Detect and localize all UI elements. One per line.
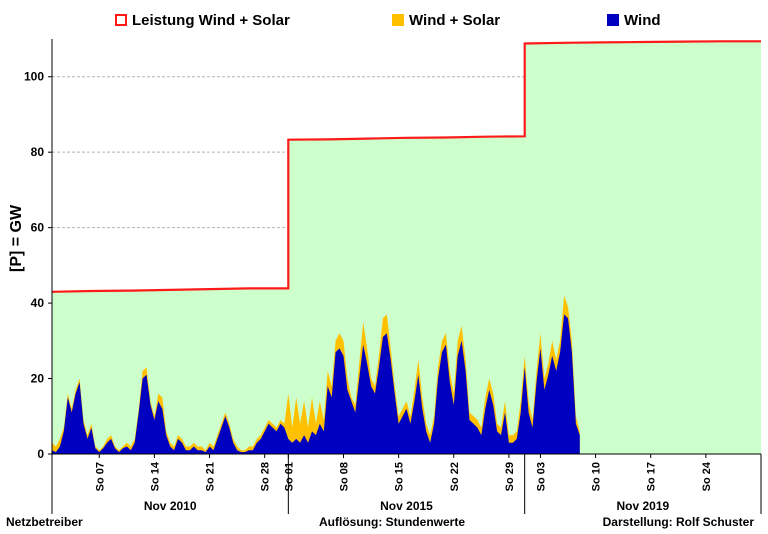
x-tick-labels: So 07 So 14 So 21 So 28 So 01 So 08 So 15 So 22… — [94, 461, 713, 491]
x-tick-label: So 22 — [449, 462, 461, 491]
series-wind-area — [52, 314, 580, 454]
legend-label-wind: Wind — [624, 11, 661, 29]
capacity-area — [52, 41, 761, 455]
y-axis-label: [P] = GW — [8, 204, 25, 272]
legend-label-wind-solar: Wind + Solar — [409, 11, 501, 29]
footer-resolution: Auflösung: Stundenwerte — [319, 515, 465, 529]
panel-labels: Nov 2010 Nov 2015 Nov 2019 — [144, 499, 670, 513]
x-tick-label: So 21 — [205, 462, 217, 491]
legend-swatch-wind — [607, 14, 619, 26]
x-tick-label: So 17 — [646, 462, 658, 491]
x-tick-label: So 03 — [535, 462, 547, 491]
panel-label: Nov 2015 — [380, 499, 433, 513]
legend-item-wind: Wind — [607, 9, 661, 31]
x-tick-label: So 14 — [149, 461, 161, 491]
legend-item-capacity: Leistung Wind + Solar — [115, 9, 290, 31]
x-tick-label: So 29 — [504, 462, 516, 491]
x-tick-label: So 10 — [591, 462, 603, 491]
footer-author: Darstellung: Rolf Schuster — [602, 515, 754, 529]
panel-label: Nov 2019 — [616, 499, 669, 513]
panel-label: Nov 2010 — [144, 499, 197, 513]
footer-source: Netzbetreiber — [6, 515, 83, 529]
plot-areas — [51, 40, 761, 455]
y-tick-label: 20 — [31, 372, 45, 386]
axes — [48, 39, 762, 514]
legend-swatch-capacity — [115, 14, 127, 26]
legend-swatch-wind-solar — [392, 14, 404, 26]
y-tick-label: 40 — [31, 296, 45, 310]
legend-item-wind-solar: Wind + Solar — [392, 9, 500, 31]
y-tick-labels: 0 20 40 60 80 100 — [24, 70, 44, 461]
x-tick-label: So 07 — [94, 462, 106, 491]
legend-label-capacity: Leistung Wind + Solar — [132, 11, 290, 29]
x-tick-label: So 28 — [260, 462, 272, 491]
y-tick-label: 80 — [31, 145, 45, 159]
y-tick-label: 0 — [37, 447, 44, 461]
x-tick-label: So 08 — [338, 462, 350, 491]
x-tick-label: So 24 — [701, 461, 713, 491]
series-capacity-line — [51, 40, 761, 293]
x-tick-label: So 01 — [283, 462, 295, 491]
x-tick-label: So 15 — [394, 462, 406, 491]
y-tick-label: 100 — [24, 70, 44, 84]
y-tick-label: 60 — [31, 221, 45, 235]
